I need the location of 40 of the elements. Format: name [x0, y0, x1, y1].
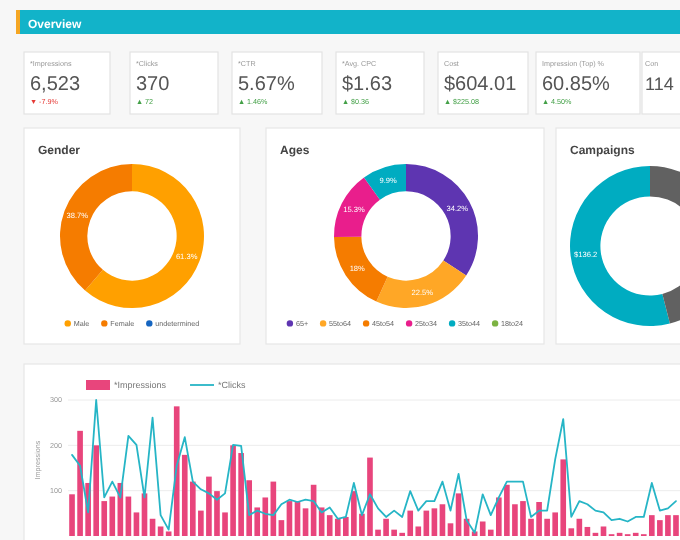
donut-slice [85, 164, 204, 308]
bar [351, 491, 357, 536]
bar [455, 493, 462, 536]
donut-slice [406, 164, 478, 276]
donut-slice [364, 164, 406, 200]
donut-slice [334, 177, 380, 238]
bar [600, 526, 607, 536]
text: $604.01 [444, 74, 518, 96]
bar [560, 459, 567, 536]
donut-slice [334, 236, 388, 302]
line-series [71, 399, 677, 534]
bar [665, 515, 671, 536]
bar [673, 515, 679, 536]
bar [431, 508, 438, 536]
bar [383, 518, 389, 536]
bar [367, 457, 373, 536]
bar [326, 515, 333, 536]
bar [157, 526, 164, 536]
text: 370 [136, 74, 171, 96]
bar [479, 521, 486, 536]
bar [238, 453, 244, 536]
bar [504, 484, 510, 536]
bar [657, 520, 663, 536]
bar [334, 518, 341, 536]
bar [77, 430, 83, 536]
bar [206, 476, 212, 536]
bar [649, 515, 655, 536]
donut-slice [60, 164, 132, 291]
text: $1.63 [342, 74, 393, 96]
text: 5.67% [238, 74, 295, 96]
donut-slice [376, 260, 467, 308]
bar [407, 510, 414, 536]
bar [536, 502, 542, 536]
bar [520, 501, 526, 536]
text: 114 [645, 74, 674, 94]
bar [173, 406, 180, 536]
text: 6,523 [30, 74, 81, 96]
bar [230, 445, 236, 536]
bar [93, 445, 99, 536]
text: 60.85% [542, 74, 611, 96]
